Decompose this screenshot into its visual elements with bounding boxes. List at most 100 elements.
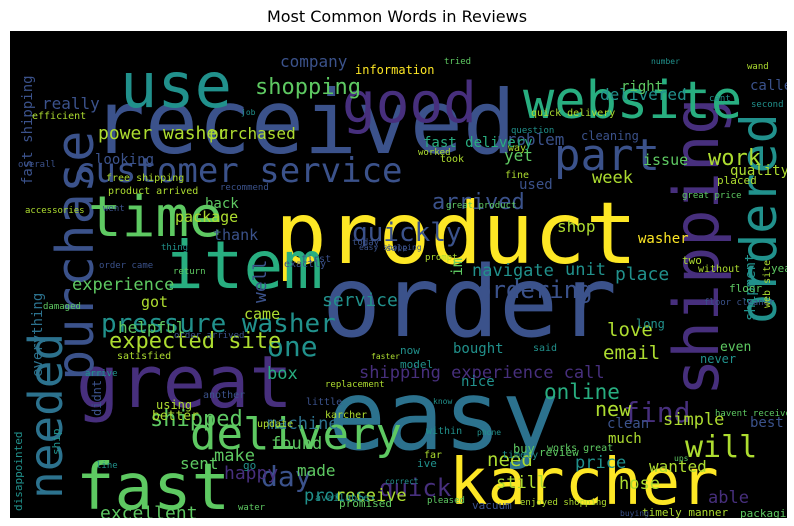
word-another: another xyxy=(203,390,245,401)
word-clean: clean xyxy=(607,416,649,432)
word-place: place xyxy=(615,264,669,285)
word-placed: placed xyxy=(717,174,757,187)
word-everything: everything xyxy=(30,293,46,377)
word-one: one xyxy=(267,330,318,363)
word-worked: worked xyxy=(418,148,451,158)
word-experience: experience xyxy=(72,275,174,295)
word-week: week xyxy=(592,168,633,188)
word-cleaning: cleaning xyxy=(581,129,639,143)
word-power-washer: power washer xyxy=(98,123,228,144)
word-order-arrived: order arrived xyxy=(174,331,244,341)
word-excellent: excellent xyxy=(100,503,198,518)
word-work: work xyxy=(708,146,761,171)
word-year: year xyxy=(771,262,787,275)
word-never: never xyxy=(700,352,736,366)
word-hose: hose xyxy=(619,474,660,494)
word-customer-service: customer service xyxy=(75,151,403,191)
word-still: still xyxy=(496,473,547,493)
word-great-product: great product xyxy=(446,201,516,211)
word-quick-delivery: quick delivery xyxy=(531,108,615,119)
word-find: find xyxy=(623,396,690,429)
word-didnt: didnt xyxy=(90,380,104,416)
word-correct: correct xyxy=(385,477,419,486)
word-purchased: purchased xyxy=(209,124,296,143)
word-delivered: delivered xyxy=(600,85,687,104)
word-karcher: karcher xyxy=(449,446,719,518)
word-well: well xyxy=(250,260,271,303)
word-faster: faster xyxy=(371,352,400,361)
word-thing: thing xyxy=(161,243,188,253)
word-expected-site: expected site xyxy=(109,329,281,354)
word-within: within xyxy=(426,426,462,437)
word-way: way xyxy=(508,143,526,154)
word-arrive: arrive xyxy=(85,369,118,379)
word-quickly: quickly xyxy=(352,218,462,248)
word-phone: phone xyxy=(477,428,501,437)
word-shipment: shipment xyxy=(743,254,759,321)
word-need: need xyxy=(487,449,533,471)
word-good: good xyxy=(342,71,477,136)
word-time: time xyxy=(88,185,223,250)
word-helpful: helpful xyxy=(118,318,185,337)
word-karcher: karcher xyxy=(325,410,367,421)
word-far: far xyxy=(424,450,442,461)
word-know: know xyxy=(433,397,452,406)
word-little: little xyxy=(306,397,342,408)
word-product-arrived: product arrived xyxy=(108,186,198,197)
word-came: came xyxy=(244,305,280,323)
word-fast-shipping: fast shipping xyxy=(20,75,36,185)
word-buy: buy xyxy=(513,442,535,456)
word-review: review xyxy=(539,446,579,459)
word-shipping: shipping xyxy=(660,97,733,396)
word-ordered: ordered xyxy=(730,113,787,324)
word-buying: buying xyxy=(620,509,649,518)
word-took: took xyxy=(440,154,464,165)
word-looking: looking xyxy=(95,152,154,168)
word-day: day xyxy=(261,460,312,493)
word-much: much xyxy=(608,431,642,447)
word-part: part xyxy=(554,130,660,181)
word-update: update xyxy=(257,419,293,430)
word-using: using xyxy=(156,398,192,412)
word-delivery: delivery xyxy=(190,409,402,460)
word-vacuum: vacuum xyxy=(472,499,512,512)
word-email: email xyxy=(603,342,660,364)
word-happy: happy xyxy=(224,463,278,484)
word-best: best xyxy=(750,415,784,431)
word-fast-delivery: fast delivery xyxy=(423,135,533,151)
word-model: model xyxy=(400,358,433,371)
word-found: found xyxy=(271,434,322,454)
word-overall: overall xyxy=(18,160,56,170)
word-issue: issue xyxy=(643,151,688,169)
word-yet: yet xyxy=(504,146,533,165)
word-quick: quick xyxy=(379,474,452,502)
word-item: item xyxy=(164,227,323,304)
word-fine: fine xyxy=(505,170,529,181)
word-web-site: web site xyxy=(762,260,773,308)
word-quality: quality xyxy=(730,163,787,179)
word-sale: sale xyxy=(386,244,408,254)
word-shipping-experience-call: shipping experience call xyxy=(359,363,605,383)
word-works-great: works great xyxy=(547,443,613,454)
word-service: service xyxy=(322,290,398,311)
word-make: make xyxy=(214,446,255,466)
word-number: number xyxy=(651,57,680,66)
word-two: two xyxy=(682,254,702,267)
word-go: go xyxy=(243,459,256,472)
word-fast: fast xyxy=(76,451,230,518)
word-floor-cleaner: floor cleaner xyxy=(704,298,775,308)
word-arrived: arrived xyxy=(432,190,525,215)
word-thank: thank xyxy=(213,226,258,244)
word-easy-shopping: easy shopping xyxy=(359,243,422,252)
word-recommend: recommend xyxy=(220,183,269,193)
word-right: right xyxy=(621,79,663,95)
word-great: great xyxy=(76,340,293,424)
word-process: process xyxy=(304,486,376,506)
word-new: new xyxy=(595,397,632,421)
word-love: love xyxy=(607,319,653,341)
word-damaged: damaged xyxy=(43,302,81,312)
word-free-shipping: free shipping xyxy=(106,173,184,184)
word-floor: floor xyxy=(729,282,762,295)
word-better: better xyxy=(152,409,199,424)
